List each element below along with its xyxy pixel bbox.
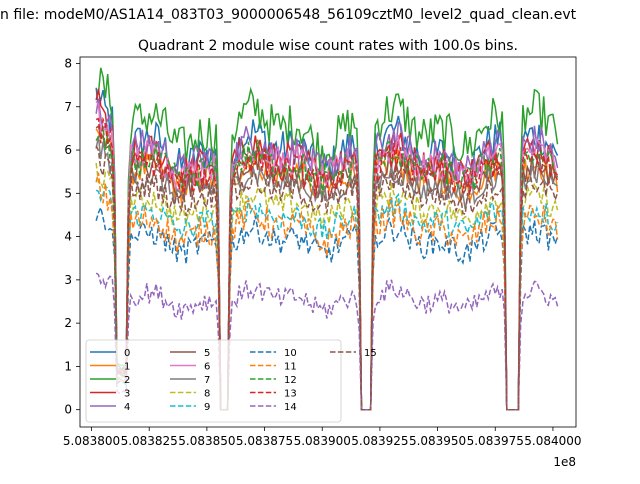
- legend-label-0: 0: [124, 348, 130, 359]
- x-axis: 5.083800 5.083825 5.083850 5.083875 5.083900…: [63, 427, 582, 448]
- legend-label-12: 12: [284, 375, 297, 386]
- legend-label-2: 2: [124, 375, 130, 386]
- legend-label-8: 8: [204, 389, 210, 400]
- legend-label-5: 5: [204, 348, 210, 359]
- legend-label-11: 11: [284, 362, 297, 373]
- x-tick-label: 5.084000: [524, 434, 581, 448]
- series-line-7: [95, 136, 558, 411]
- legend-label-9: 9: [204, 402, 210, 413]
- x-tick-label: 5.083950: [409, 434, 466, 448]
- series-line-9: [95, 184, 559, 411]
- series-line-8: [95, 162, 559, 411]
- y-tick-label: 8: [64, 56, 72, 70]
- series-line-2: [95, 67, 559, 411]
- y-tick-label: 6: [64, 143, 72, 157]
- x-tick-label: 5.083900: [294, 434, 351, 448]
- y-axis: 0 1 2 3 4 5 6 7 8: [64, 56, 80, 417]
- x-tick-label: 5.083875: [236, 434, 293, 448]
- legend-label-7: 7: [204, 375, 210, 386]
- legend-label-1: 1: [124, 362, 130, 373]
- y-tick-label: 4: [64, 230, 72, 244]
- plot-frame: [79, 56, 577, 428]
- y-tick-label: 3: [64, 273, 72, 287]
- y-tick-label: 0: [64, 403, 72, 417]
- legend-label-6: 6: [204, 362, 210, 373]
- legend-label-4: 4: [124, 402, 130, 413]
- chart-title: Quadrant 2 module wise count rates with …: [138, 38, 518, 54]
- y-tick-label: 2: [64, 316, 72, 330]
- series-layer: [95, 67, 559, 411]
- legend-label-15: 15: [364, 348, 377, 359]
- y-tick-label: 1: [64, 359, 72, 373]
- legend-label-13: 13: [284, 389, 297, 400]
- series-line-12: [95, 126, 559, 411]
- y-tick-label: 5: [64, 186, 72, 200]
- series-line-14: [95, 272, 559, 411]
- series-line-11: [95, 172, 559, 411]
- figure-suptitle: n file: modeM0/AS1A14_083T03_9000006548_…: [0, 7, 577, 23]
- x-tick-label: 5.083800: [63, 434, 120, 448]
- series-line-15: [95, 145, 559, 411]
- series-line-13: [95, 116, 559, 411]
- y-tick-label: 7: [64, 100, 72, 114]
- x-tick-label: 5.083975: [467, 434, 524, 448]
- x-tick-label: 5.083850: [178, 434, 235, 448]
- x-tick-label: 5.083925: [351, 434, 408, 448]
- legend-label-10: 10: [284, 348, 297, 359]
- legend-label-3: 3: [124, 389, 130, 400]
- legend-box: [85, 339, 342, 423]
- x-offset-label: 1e8: [553, 455, 576, 469]
- x-tick-label: 5.083825: [121, 434, 178, 448]
- legend-label-14: 14: [284, 402, 297, 413]
